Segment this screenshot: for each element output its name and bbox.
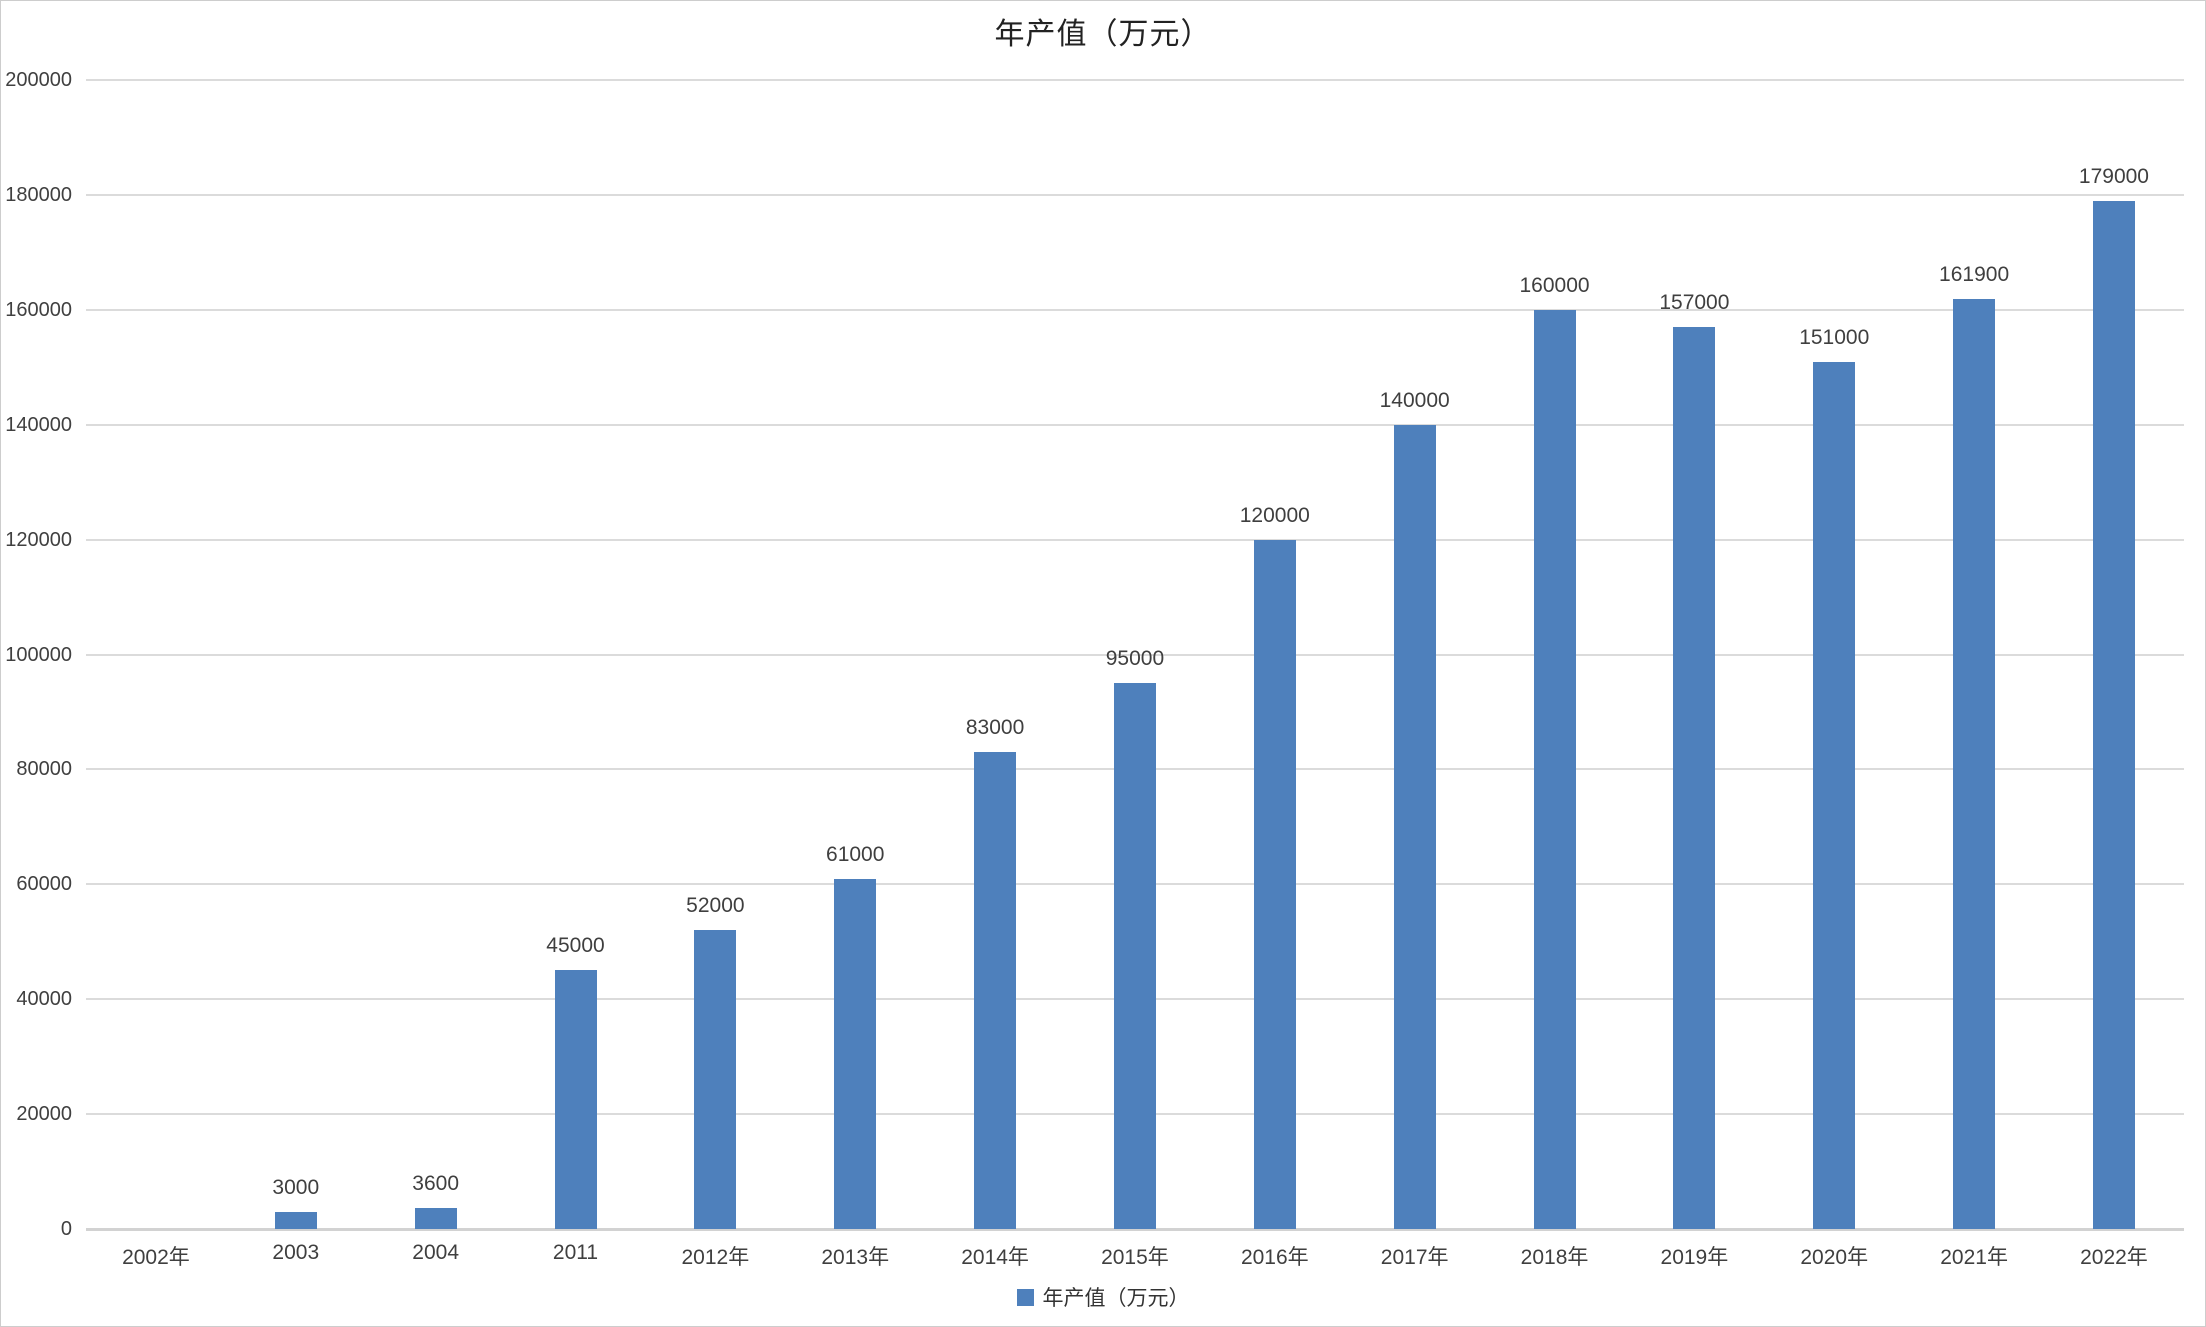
x-tick-label: 2012年 [681, 1246, 750, 1269]
data-label: 45000 [546, 934, 605, 958]
bar [974, 752, 1017, 1229]
legend-label: 年产值（万元） [1042, 1286, 1190, 1310]
category-slot: 157000 [1624, 80, 1764, 1229]
x-tick-label: 2002年 [122, 1246, 190, 1269]
bar [1533, 309, 1576, 1229]
y-tick-label: 20000 [16, 1103, 72, 1126]
data-label: 161900 [1939, 262, 2010, 286]
bar [554, 970, 597, 1229]
bar [414, 1208, 457, 1229]
category-slot [86, 80, 226, 1229]
legend-marker-icon [1016, 1288, 1034, 1306]
y-tick-label: 80000 [16, 758, 72, 781]
x-tick-label: 2014年 [961, 1246, 1029, 1269]
y-tick-label: 140000 [5, 413, 72, 436]
category-slot: 3600 [366, 80, 506, 1229]
category-slot: 52000 [645, 80, 785, 1229]
x-tick-label: 2016年 [1240, 1246, 1309, 1269]
gridline [86, 308, 2184, 311]
category-slot: 120000 [1205, 80, 1345, 1229]
x-tick-label: 2011 [552, 1241, 599, 1264]
x-tick-label: 2017年 [1380, 1246, 1449, 1269]
y-tick-label: 40000 [16, 988, 72, 1011]
category-slot: 151000 [1764, 80, 1904, 1229]
y-tick-label: 120000 [5, 528, 72, 551]
x-axis-line [86, 1228, 2184, 1231]
bar [1953, 298, 1996, 1229]
x-tick-label: 2022年 [2080, 1246, 2148, 1269]
data-label: 95000 [1105, 647, 1165, 671]
x-tick-label: 2015年 [1101, 1246, 1169, 1269]
y-tick-label: 0 [60, 1218, 72, 1240]
legend: 年产值（万元） [1, 1282, 2205, 1312]
x-tick-label: 2019年 [1660, 1246, 1729, 1269]
bar [1673, 327, 1716, 1229]
data-label: 61000 [826, 842, 885, 866]
gridline [86, 538, 2184, 541]
bar [1253, 539, 1296, 1229]
gridline [86, 423, 2184, 426]
data-label: 3600 [412, 1172, 459, 1196]
data-label: 160000 [1519, 273, 1590, 297]
bar [694, 930, 737, 1229]
data-label: 3000 [272, 1175, 320, 1199]
category-slot: 179000 [2044, 80, 2184, 1229]
x-tick-label: 2003 [272, 1241, 320, 1264]
category-slot: 95000 [1065, 80, 1205, 1229]
y-tick-label: 200000 [5, 69, 72, 91]
plot-area: 3000 3600 45000 52000 61000 83000 95000 120000 1… [5, 69, 2184, 1240]
category-slot: 140000 [1345, 80, 1485, 1229]
x-axis-labels: 2002年 2003 2004 2011 2012年 2013年 2014年 2015年 201… [86, 1241, 2184, 1271]
category-slot: 45000 [506, 80, 646, 1229]
y-tick-label: 160000 [5, 298, 72, 321]
chart-title: 年产值（万元） [994, 17, 1212, 52]
category-slot: 61000 [785, 80, 925, 1229]
x-tick-label: 2018年 [1520, 1246, 1589, 1269]
bar-slots: 3000 3600 45000 52000 61000 83000 95000 120000 1… [86, 80, 2184, 1229]
category-slot: 161900 [1904, 80, 2044, 1229]
data-label: 140000 [1379, 388, 1450, 412]
x-tick-label: 2004 [412, 1241, 459, 1264]
bar [1393, 424, 1436, 1229]
data-label: 52000 [686, 894, 745, 918]
x-tick-label: 2013年 [821, 1246, 890, 1269]
data-label: 157000 [1659, 291, 1730, 315]
bar [274, 1211, 317, 1229]
x-tick-label: 2020年 [1800, 1246, 1869, 1269]
bar [1113, 683, 1156, 1229]
gridline [86, 79, 2184, 81]
data-label: 151000 [1799, 325, 1870, 349]
bar [834, 878, 877, 1229]
category-slot: 83000 [925, 80, 1065, 1229]
y-tick-label: 180000 [5, 183, 72, 206]
x-tick-label: 2021年 [1940, 1246, 2008, 1269]
bar [1813, 361, 1856, 1229]
y-tick-label: 60000 [16, 873, 72, 896]
category-slot: 160000 [1485, 80, 1625, 1229]
category-slot: 3000 [226, 80, 366, 1229]
y-tick-label: 100000 [5, 643, 72, 666]
gridline [86, 653, 2184, 656]
data-label: 83000 [965, 716, 1025, 740]
data-label: 120000 [1239, 503, 1310, 527]
data-label: 179000 [2078, 164, 2149, 188]
gridline [86, 193, 2184, 196]
bar [2092, 200, 2135, 1229]
